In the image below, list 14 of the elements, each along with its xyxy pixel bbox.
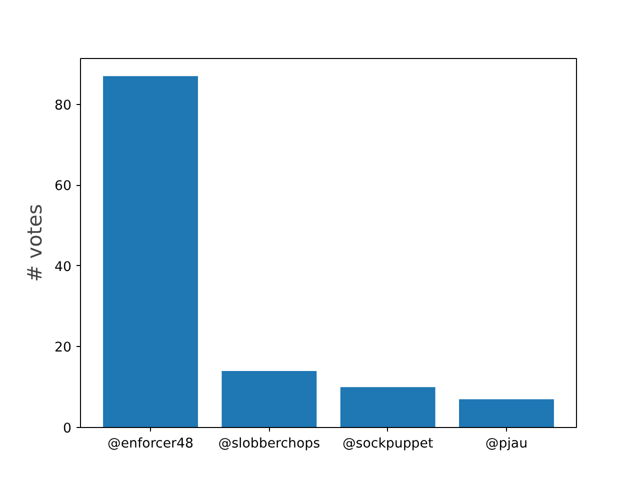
y-tick-label: 0 — [63, 422, 72, 436]
x-tick-label: @slobberchops — [218, 436, 320, 452]
x-tick-label: @pjau — [485, 436, 528, 452]
y-tick-label: 80 — [54, 98, 72, 114]
y-tick-label: 60 — [54, 179, 72, 194]
y-tick-label: 20 — [54, 340, 72, 356]
x-tick-label: @sockpuppet — [342, 436, 434, 452]
bar — [459, 399, 554, 428]
x-tick-label: @enforcer48 — [108, 436, 194, 452]
bar — [103, 76, 198, 428]
y-tick-label: 40 — [54, 260, 72, 275]
bar — [340, 387, 436, 428]
bar — [222, 370, 317, 428]
y-axis-title: # votes — [22, 204, 47, 282]
